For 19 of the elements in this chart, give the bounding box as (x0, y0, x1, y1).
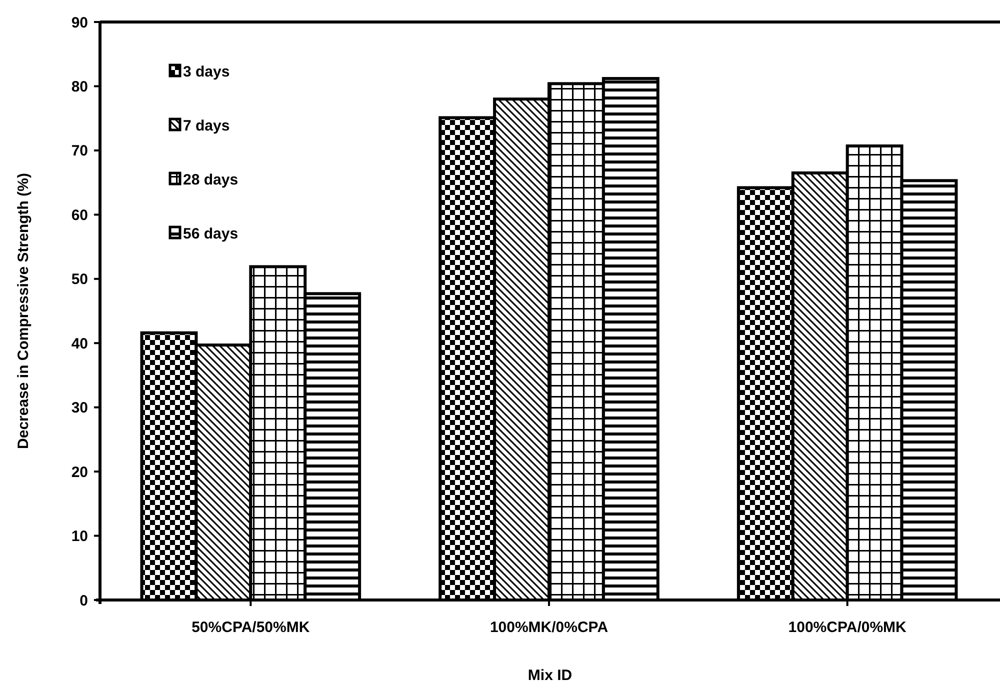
x-axis-title: Mix ID (528, 667, 572, 684)
y-tick-label: 20 (71, 464, 88, 481)
y-tick-label: 90 (71, 14, 88, 32)
y-tick-label: 60 (71, 206, 88, 224)
legend-label: 7 days (183, 117, 230, 134)
y-tick-label: 10 (71, 528, 88, 546)
y-tick-label: 80 (71, 78, 88, 96)
y-tick-label: 0 (80, 592, 88, 610)
legend-label: 28 days (183, 171, 238, 188)
x-tick-label: 100%CPA/0%MK (788, 619, 907, 636)
x-tick-label: 100%MK/0%CPA (490, 619, 608, 636)
legend-label: 3 days (183, 63, 230, 80)
y-tick-label: 40 (71, 335, 88, 352)
y-axis-title: Decrease in Compressive Strength (%) (15, 173, 32, 449)
y-tick-label: 30 (71, 400, 88, 417)
legend-label: 56 days (183, 225, 238, 242)
y-tick-label: 70 (71, 142, 88, 160)
y-tick-label: 50 (71, 271, 88, 288)
x-tick-label: 50%CPA/50%MK (192, 619, 310, 636)
